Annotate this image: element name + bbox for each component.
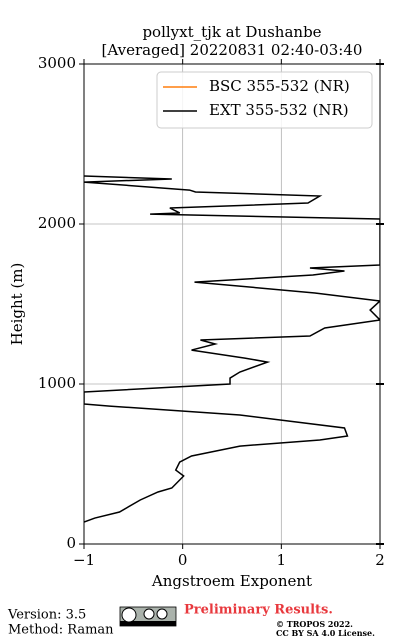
profile-line [84,175,380,523]
version: Version: 3.5 [7,608,86,623]
x-tick-label: 0 [178,551,188,569]
x-tick-label: 1 [277,551,287,569]
y-axis-label: Height (m) [8,263,26,346]
status: Preliminary Results. [184,603,333,618]
x-tick-label: 2 [375,551,385,569]
chart-subtitle: [Averaged] 20220831 02:40-03:40 [102,41,363,59]
y-tick-label: 1000 [38,374,76,392]
legend-label: EXT 355-532 (NR) [209,101,349,119]
y-tick-label: 3000 [38,54,76,72]
method: Method: Raman [8,623,114,638]
y-tick-label: 2000 [38,214,76,232]
chart-title: pollyxt_tjk at Dushanbe [142,23,321,41]
x-tick-label: −1 [73,551,95,569]
cc-logo [119,606,177,627]
copyright: © TROPOS 2022. [276,619,353,629]
legend-label: BSC 355-532 (NR) [209,77,350,95]
x-axis-label: Angstroem Exponent [151,572,312,590]
plot-frame [83,63,381,545]
y-tick-label: 0 [66,534,76,552]
license: CC BY SA 4.0 License. [276,628,375,638]
legend-box [156,71,373,129]
